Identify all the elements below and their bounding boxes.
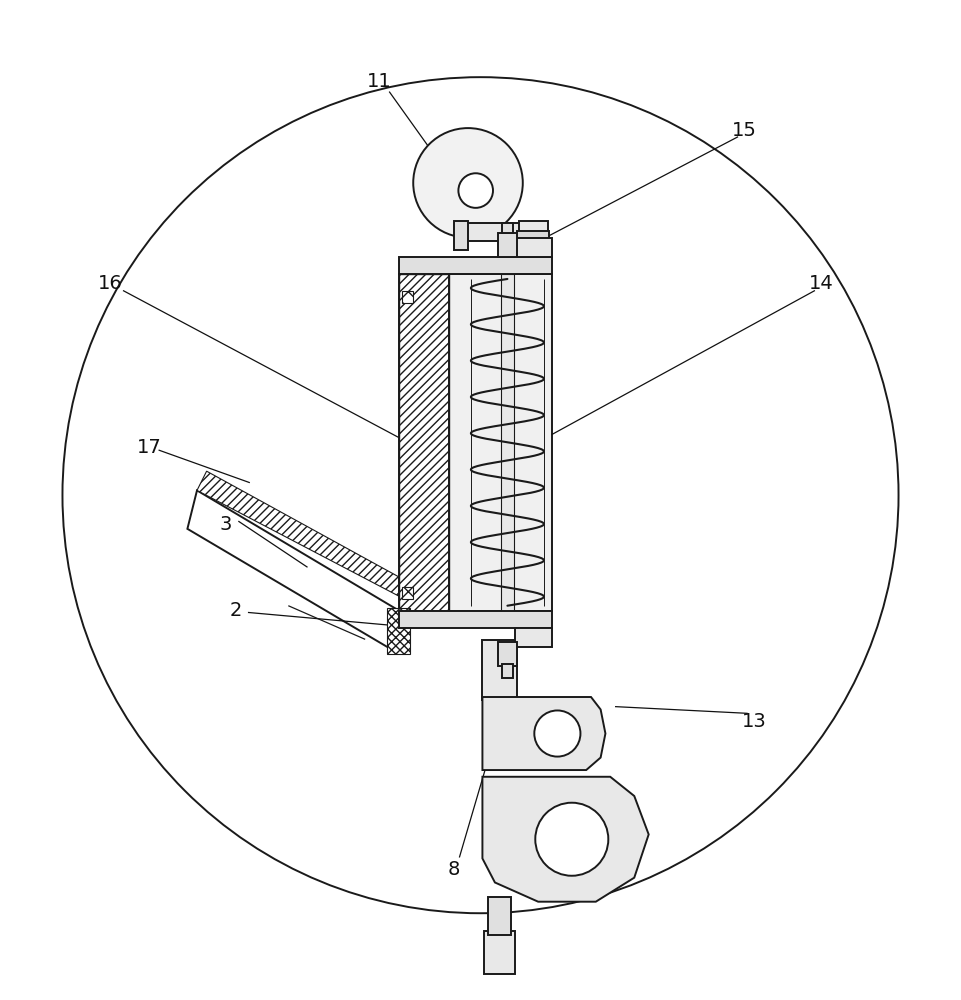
Bar [402, 291, 413, 303]
Circle shape [535, 803, 608, 876]
Bar [515, 238, 552, 257]
Bar [399, 274, 449, 611]
Bar [399, 611, 552, 628]
Bar [515, 628, 552, 647]
Bar [399, 274, 449, 611]
Text: 15: 15 [732, 121, 757, 140]
Text: 3: 3 [220, 515, 232, 534]
Bar [482, 640, 517, 700]
Text: 14: 14 [809, 274, 834, 293]
Bar [501, 274, 514, 611]
Polygon shape [482, 777, 649, 902]
Bar [402, 587, 413, 599]
Bar [484, 931, 515, 974]
Bar [502, 223, 513, 233]
Bar [502, 664, 513, 678]
Text: 11: 11 [367, 72, 392, 91]
Circle shape [458, 173, 493, 208]
Bar [387, 608, 410, 654]
Bar [488, 897, 511, 935]
Polygon shape [197, 471, 399, 596]
Bar [519, 221, 548, 274]
Circle shape [534, 710, 580, 757]
Text: 8: 8 [448, 860, 459, 879]
Polygon shape [482, 697, 605, 770]
Bar [498, 642, 517, 666]
Bar [456, 223, 547, 241]
Text: 16: 16 [98, 274, 123, 293]
Text: 13: 13 [742, 712, 767, 731]
Text: 17: 17 [136, 438, 161, 457]
Circle shape [62, 77, 899, 913]
Polygon shape [187, 490, 399, 654]
Bar [399, 257, 552, 274]
Bar [517, 231, 549, 241]
Bar [498, 233, 517, 257]
Circle shape [413, 128, 523, 238]
Text: 2: 2 [230, 601, 241, 620]
Bar [454, 221, 468, 250]
Bar [446, 274, 552, 611]
